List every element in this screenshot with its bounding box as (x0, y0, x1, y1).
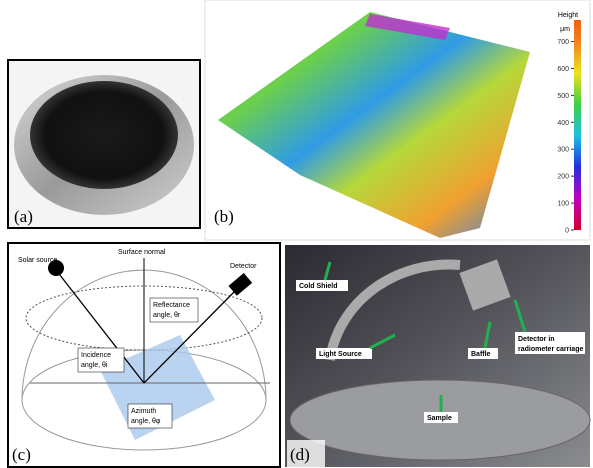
colorbar-tick-label: 500 (557, 93, 569, 100)
colorbar-unit: μm (560, 26, 570, 33)
colorbar-tick-label: 300 (557, 147, 569, 154)
annotation: Cold Shield (299, 283, 338, 290)
annotation: Reflectance (153, 302, 190, 309)
colorbar-tick-label: 600 (557, 66, 569, 73)
annotation: Solar source (18, 257, 57, 264)
colorbar-tick-label: 400 (557, 120, 569, 127)
colorbar-tick-label: 0 (565, 228, 569, 235)
annotation: Incidence (81, 352, 111, 359)
annotation: Sample (427, 415, 452, 422)
figure: (a) Height μm (b) 0 100 200 300 400 500 600 700… (0, 0, 593, 468)
panel-c: Solar source Surface normal Detector Ref… (8, 243, 280, 467)
colorbar (574, 20, 581, 230)
panel-label: (d) (290, 445, 310, 464)
colorbar-title: Height (558, 12, 578, 19)
annotation: angle, θφ (131, 418, 161, 425)
colorbar-tick-label: 700 (557, 39, 569, 46)
colorbar-tick-label: 200 (557, 174, 569, 181)
panel-label: (c) (12, 445, 31, 464)
annotation: angle, θi (81, 362, 108, 369)
colorbar-tick-label: 100 (557, 201, 569, 208)
annotation: Baffle (471, 351, 491, 358)
panel-a: (a) (8, 60, 200, 228)
panel-label: (b) (214, 207, 234, 226)
annotation: Surface normal (118, 249, 166, 256)
annotation: radiometer carriage (518, 346, 583, 353)
panel-d: Cold Shield Light Source Baffle Detector… (285, 245, 590, 467)
annotation: angle, θr (153, 312, 181, 319)
annotation: Detector (230, 263, 257, 270)
annotation: Light Source (319, 351, 362, 358)
panel-b: Height μm (b) 0 100 200 300 400 500 600 700 (205, 0, 590, 240)
annotation: Detector in (518, 336, 555, 343)
sample-disc (30, 81, 178, 189)
annotation: Azimuth (131, 408, 156, 415)
panel-label: (a) (14, 207, 33, 226)
